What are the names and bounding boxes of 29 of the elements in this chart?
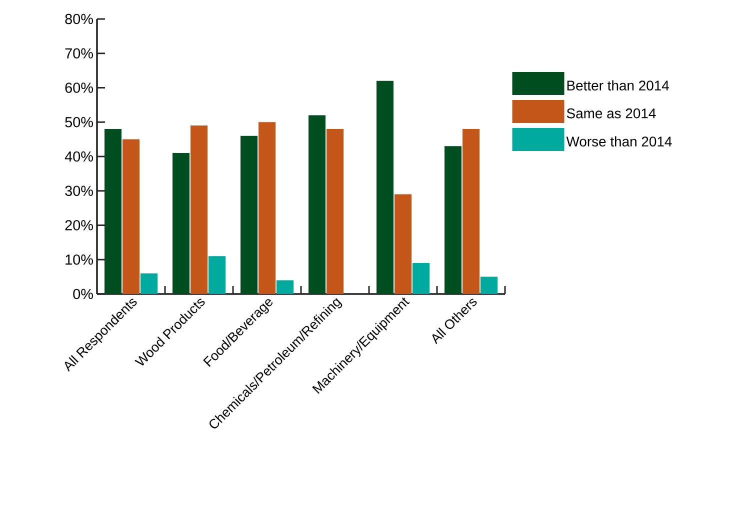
y-tick-label: 10% [66, 254, 93, 265]
y-tick-label: 60% [65, 82, 93, 93]
y-tick-label: 0% [73, 288, 93, 300]
y-tick-label: 80% [65, 14, 93, 24]
legend-label: Better than 2014 [567, 80, 669, 91]
y-tick-label: 40% [64, 151, 93, 162]
bar [208, 256, 226, 294]
y-tick-label: 50% [65, 116, 93, 128]
bar [140, 273, 158, 294]
bar [394, 194, 412, 294]
bar [308, 115, 326, 294]
bar [480, 276, 498, 294]
bar [190, 126, 208, 294]
bar [444, 146, 462, 294]
bar [326, 128, 344, 294]
y-tick-label: 30% [65, 186, 93, 196]
bar [240, 136, 258, 294]
y-tick-label: 20% [65, 220, 93, 230]
legend-label: Same as 2014 [566, 108, 656, 118]
bar [122, 139, 140, 294]
legend-label: Worse than 2014 [566, 136, 672, 146]
bar [258, 122, 276, 294]
bar [412, 263, 430, 294]
bar [104, 128, 122, 294]
y-tick-label: 70% [65, 48, 93, 58]
bar [276, 280, 294, 294]
bar [172, 153, 190, 294]
bar [376, 80, 394, 294]
bar [462, 128, 480, 294]
